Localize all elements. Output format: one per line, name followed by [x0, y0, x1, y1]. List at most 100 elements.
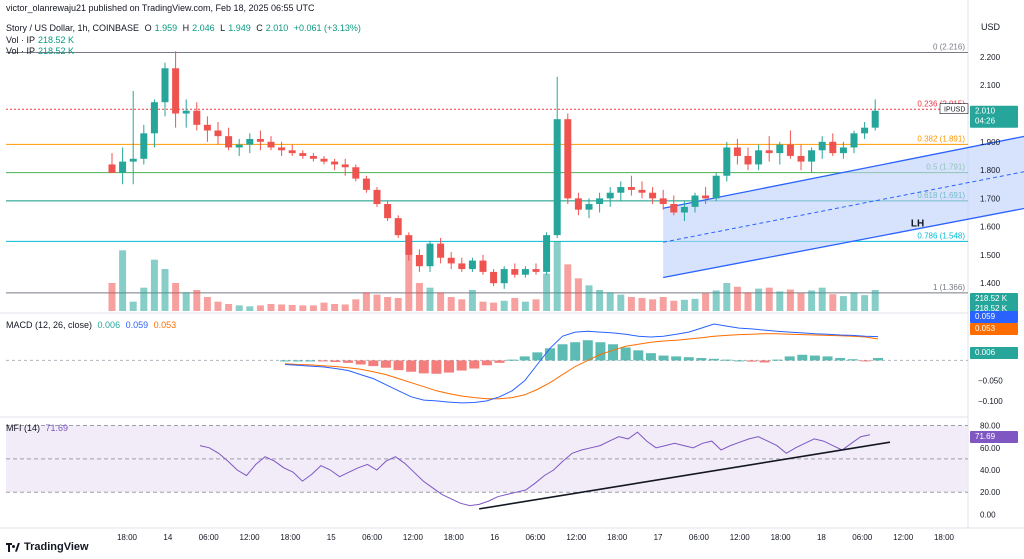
macd-histogram-bar	[822, 356, 833, 361]
volume-bar	[362, 292, 370, 311]
high-value: 2.046	[192, 23, 215, 33]
volume-bar	[415, 283, 423, 311]
time-tick-label: 14	[163, 533, 172, 542]
candle-body	[680, 206, 688, 213]
candle-body	[723, 147, 731, 176]
volume-bar	[182, 292, 190, 311]
fib-label-0: 0 (2.216)	[933, 42, 965, 51]
mfi-legend[interactable]: MFI (14) 71.69	[6, 423, 71, 433]
time-tick-label: 16	[490, 533, 499, 542]
candle-body	[225, 136, 233, 148]
volume-bar	[680, 299, 688, 311]
candle-body	[309, 155, 317, 159]
time-tick-label: 18:00	[117, 533, 138, 542]
macd-histogram-bar	[380, 360, 391, 368]
mfi-tick-label: 80.00	[980, 422, 1001, 431]
macd-histogram-bar	[444, 360, 455, 373]
candle-body	[712, 175, 720, 199]
volume-badge-text: 218.52 K	[975, 294, 1008, 303]
signal-value: 0.053	[153, 320, 177, 330]
high-label: H	[182, 23, 190, 33]
candle-body	[203, 124, 211, 131]
candle-body	[161, 68, 169, 103]
macd-histogram-bar	[797, 354, 808, 361]
macd-histogram-bar	[746, 360, 757, 362]
candle-body	[702, 195, 710, 199]
volume-legend-2[interactable]: Vol · IP 218.52 K	[6, 46, 77, 56]
volume-bar	[320, 302, 328, 311]
price-tick-label: 1.400	[980, 279, 1001, 288]
macd-badge	[970, 311, 1018, 323]
mfi-badge-text: 71.69	[975, 432, 996, 441]
volume-bar	[702, 293, 710, 311]
macd-line	[284, 323, 879, 404]
macd-histogram-bar	[873, 358, 883, 361]
volume-bar	[564, 264, 572, 311]
volume-bar	[384, 297, 392, 311]
time-tick-label: 15	[327, 533, 336, 542]
volume-bar	[638, 297, 646, 311]
time-tick-label: 18:00	[771, 533, 792, 542]
candle-body	[458, 263, 466, 270]
volume-bar	[267, 304, 275, 311]
last-price-badge-text: 2.010	[975, 107, 996, 116]
volume-badge-text: 218.52 K	[975, 304, 1008, 313]
volume-bar	[871, 290, 879, 311]
lh-annotation: LH	[911, 218, 924, 229]
candle-body	[214, 130, 222, 137]
macd-legend[interactable]: MACD (12, 26, close) 0.006 0.059 0.053	[6, 320, 179, 330]
fib-label-0.786: 0.786 (1.548)	[917, 231, 965, 240]
price-tick-label: 1.700	[980, 194, 1001, 203]
volume-bar	[140, 287, 148, 311]
time-tick-label: 06:00	[525, 533, 546, 542]
price-tick-label: 1.900	[980, 138, 1001, 147]
close-label: C	[256, 23, 263, 33]
volume-bar	[627, 297, 635, 311]
candle-body	[596, 198, 604, 205]
macd-histogram-bar	[847, 359, 858, 361]
macd-histogram-bar	[519, 356, 530, 361]
volume-label: Vol · IP	[6, 46, 36, 56]
signal-line	[284, 333, 879, 400]
candle-body	[659, 198, 667, 205]
macd-hist-value: 0.006	[97, 320, 121, 330]
time-tick-label: 12:00	[893, 533, 914, 542]
candle-body	[617, 187, 625, 193]
signal-badge	[970, 323, 1018, 335]
volume-bar	[861, 295, 869, 311]
candle-body	[172, 68, 180, 114]
mfi-title: MFI (14)	[6, 423, 41, 433]
signal-badge-text: 0.053	[975, 324, 996, 333]
volume-bar	[331, 304, 339, 311]
macd-histogram-bar	[355, 360, 366, 365]
macd-histogram-bar	[809, 355, 820, 361]
volume-bar	[108, 283, 116, 311]
macd-histogram-bar	[431, 360, 442, 374]
candle-body	[691, 195, 699, 207]
candle-body	[108, 164, 116, 173]
mfi-badge	[970, 431, 1018, 443]
currency-label[interactable]: USD	[981, 22, 1001, 32]
volume-badge	[970, 293, 1018, 315]
macd-histogram-bar	[582, 340, 593, 361]
volume-bar	[193, 290, 201, 311]
brand-name: TradingView	[24, 541, 89, 553]
volume-legend-1[interactable]: Vol · IP 218.52 K	[6, 35, 77, 45]
candle-body	[299, 153, 307, 156]
volume-bar	[776, 291, 784, 311]
volume-bar	[203, 297, 211, 311]
mfi-tick-label: 60.00	[980, 444, 1001, 453]
macd-histogram-bar	[393, 360, 404, 371]
volume-bar	[246, 306, 254, 311]
macd-pane	[6, 323, 968, 404]
low-label: L	[220, 23, 226, 33]
candle-body	[193, 110, 201, 125]
candle-body	[543, 235, 551, 272]
macd-tick-label: −0.100	[978, 397, 1003, 406]
time-tick-label: 18:00	[934, 533, 955, 542]
publisher-line: victor_olanrewaju21 published on Trading…	[6, 3, 315, 13]
volume-bar	[755, 288, 763, 311]
volume-bar	[511, 297, 519, 311]
candle-body	[468, 260, 476, 270]
